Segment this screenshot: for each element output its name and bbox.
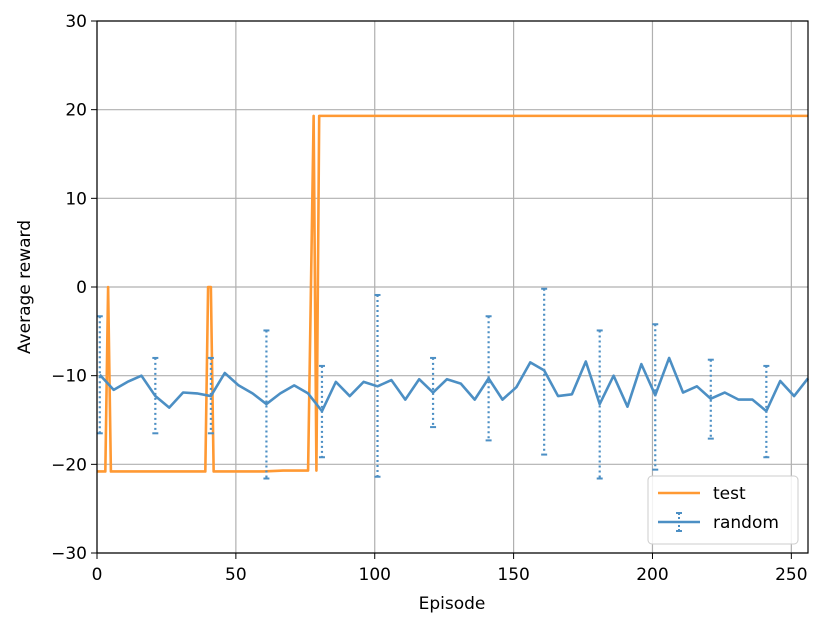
random-errorbar: [263, 329, 270, 480]
random-errorbar: [707, 358, 714, 440]
legend-random-swatch: [658, 512, 700, 532]
random-errorbar: [430, 356, 437, 429]
legend-random-label: random: [713, 513, 779, 533]
y-tick-label: 30: [65, 12, 87, 32]
random-errorbar: [485, 315, 492, 442]
legend-test-label: test: [713, 484, 746, 504]
random-errorbar: [207, 356, 214, 435]
random-errorbar: [541, 287, 548, 456]
y-tick-label: −30: [51, 544, 87, 564]
y-tick-label: −10: [51, 367, 87, 387]
random-errorbar: [96, 315, 103, 435]
y-axis-label: Average reward: [15, 220, 35, 354]
test-line: [97, 114, 808, 473]
x-tick-label: 250: [775, 565, 807, 585]
random-errorbar: [652, 323, 659, 471]
x-tick-label: 200: [636, 565, 668, 585]
x-tick-label: 150: [497, 565, 529, 585]
x-tick-label: 50: [225, 565, 247, 585]
random-errorbar: [596, 329, 603, 480]
random-line: [98, 356, 810, 413]
y-ticks: −30 −20 −10 0 10 20 30: [51, 12, 97, 564]
y-tick-label: −20: [51, 455, 87, 475]
random-errorbar: [152, 356, 159, 435]
y-tick-label: 10: [65, 189, 87, 209]
x-axis-label: Episode: [419, 594, 486, 614]
axes-frame: [96, 20, 809, 554]
y-tick-label: 20: [65, 101, 87, 121]
x-tick-label: 100: [359, 565, 391, 585]
x-tick-label: 0: [92, 565, 103, 585]
grid-lines: [96, 20, 808, 554]
y-tick-label: 0: [76, 278, 87, 298]
legend: test random: [647, 475, 799, 545]
plot-area: [96, 114, 810, 480]
x-ticks: 0 50 100 150 200 250: [92, 553, 808, 585]
